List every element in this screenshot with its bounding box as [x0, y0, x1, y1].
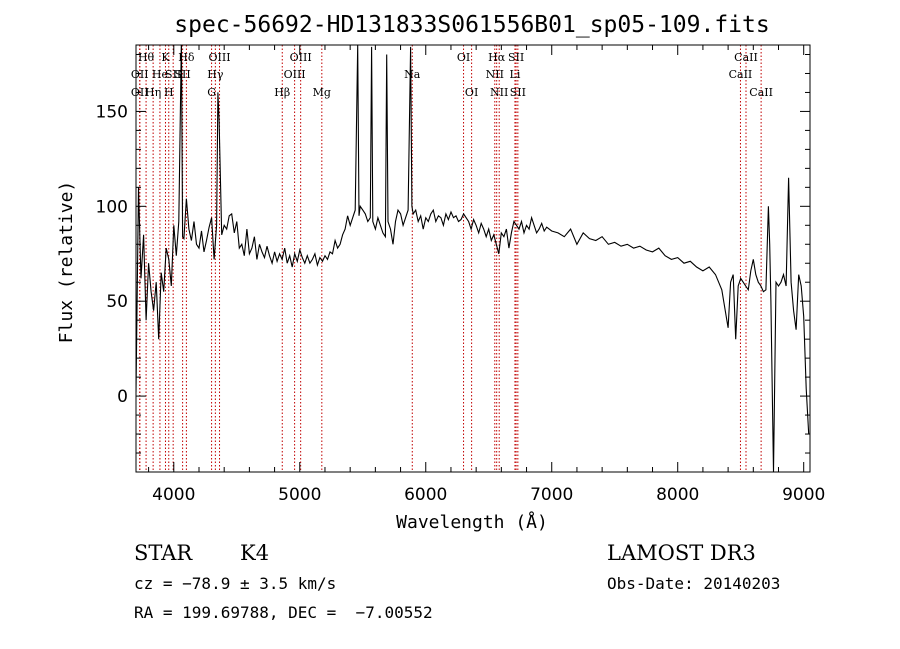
y-tick-label: 50: [106, 292, 128, 312]
line-label-mg: Mg: [313, 86, 331, 99]
line-label-na: Na: [404, 68, 421, 81]
object-subclass: K4: [240, 541, 269, 565]
spectral-line-markers: [139, 45, 762, 472]
line-label-h: H: [164, 86, 174, 99]
spectral-line-labels: OIIOIIHθHηHeKHSIISIIHδGHγOIIIHβOIIIOIIIM…: [131, 51, 773, 99]
line-label-caii: CaII: [729, 68, 753, 81]
line-label-hα: Hα: [488, 51, 506, 64]
y-tick-label: 100: [96, 197, 128, 217]
line-label-hγ: Hγ: [207, 68, 224, 81]
observation-date: Obs-Date: 20140203: [607, 574, 780, 593]
x-axis-label: Wavelength (Å): [396, 511, 548, 533]
chart-title: spec-56692-HD131833S061556B01_sp05-109.f…: [174, 12, 769, 38]
line-label-sii: SII: [510, 86, 526, 99]
line-label-sii: SII: [508, 51, 524, 64]
x-tick-label: 6000: [404, 485, 447, 505]
x-tick-label: 4000: [152, 485, 195, 505]
y-tick-label: 0: [117, 387, 128, 407]
line-label-caii: CaII: [749, 86, 773, 99]
x-axis: 4000 5000 6000 7000 8000 9000: [148, 45, 825, 505]
line-label-oiii: OIII: [284, 68, 306, 81]
line-label-oi: OI: [457, 51, 470, 64]
line-label-oi: OI: [465, 86, 478, 99]
y-tick-label: 150: [96, 102, 128, 122]
x-tick-label: 7000: [530, 485, 573, 505]
spectrum-line: [136, 45, 810, 472]
spectrum-series: [136, 45, 810, 472]
line-label-sii: SII: [174, 68, 190, 81]
plot-frame: [135, 44, 811, 473]
object-class: STAR: [134, 541, 193, 565]
y-axis-label: Flux (relative): [56, 181, 77, 344]
line-label-nii: NII: [490, 86, 508, 99]
line-label-hη: Hη: [145, 86, 161, 99]
line-label-hδ: Hδ: [178, 51, 195, 64]
redshift-readout: cz = −78.9 ± 3.5 km/s: [134, 574, 336, 593]
line-label-k: K: [161, 51, 170, 64]
x-tick-label: 8000: [656, 485, 699, 505]
line-label-he: He: [152, 68, 168, 81]
line-label-nii: NII: [486, 68, 504, 81]
line-label-oiii: OIII: [208, 51, 230, 64]
line-label-g: G: [207, 86, 216, 99]
line-label-oii: OII: [131, 68, 149, 81]
line-label-caii: CaII: [734, 51, 758, 64]
line-label-sii: SII: [165, 68, 181, 81]
survey-release: LAMOST DR3: [607, 541, 756, 565]
x-tick-label: 5000: [278, 485, 321, 505]
x-tick-label: 9000: [782, 485, 825, 505]
line-label-li: Li: [510, 68, 521, 81]
sky-coordinates: RA = 199.69788, DEC = −7.00552: [134, 603, 433, 622]
y-axis: 0 50 100 150: [96, 53, 810, 454]
line-label-hβ: Hβ: [274, 86, 290, 99]
line-label-hθ: Hθ: [138, 51, 155, 64]
line-label-oiii: OIII: [290, 51, 312, 64]
